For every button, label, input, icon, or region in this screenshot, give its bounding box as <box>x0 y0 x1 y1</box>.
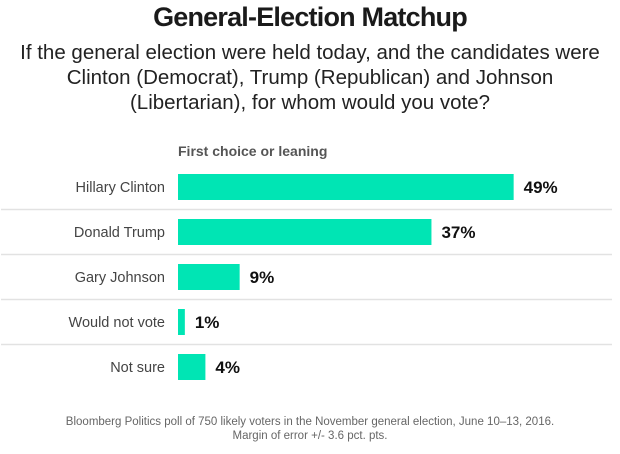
footer-margin: Margin of error +/- 3.6 pct. pts. <box>232 430 388 442</box>
category-label: Not sure <box>110 360 165 376</box>
category-label: Would not vote <box>69 315 165 331</box>
value-label: 37% <box>441 223 475 242</box>
bar <box>178 174 514 200</box>
value-label: 4% <box>215 358 240 377</box>
category-label: Donald Trump <box>74 225 165 241</box>
chart-subtitle: If the general election were held today,… <box>20 41 600 114</box>
category-label: Hillary Clinton <box>76 180 165 196</box>
value-label: 1% <box>195 313 220 332</box>
group-label: First choice or leaning <box>178 143 328 159</box>
bar <box>178 354 206 380</box>
bar <box>178 219 432 245</box>
chart-title: General-Election Matchup <box>153 2 468 32</box>
value-label: 49% <box>524 178 558 197</box>
bar <box>178 264 240 290</box>
chart-footer: Bloomberg Politics poll of 750 likely vo… <box>0 415 620 443</box>
category-label: Gary Johnson <box>75 270 165 286</box>
value-label: 9% <box>250 268 275 287</box>
footer-source: Bloomberg Politics poll of 750 likely vo… <box>65 416 555 428</box>
bar <box>178 309 185 335</box>
